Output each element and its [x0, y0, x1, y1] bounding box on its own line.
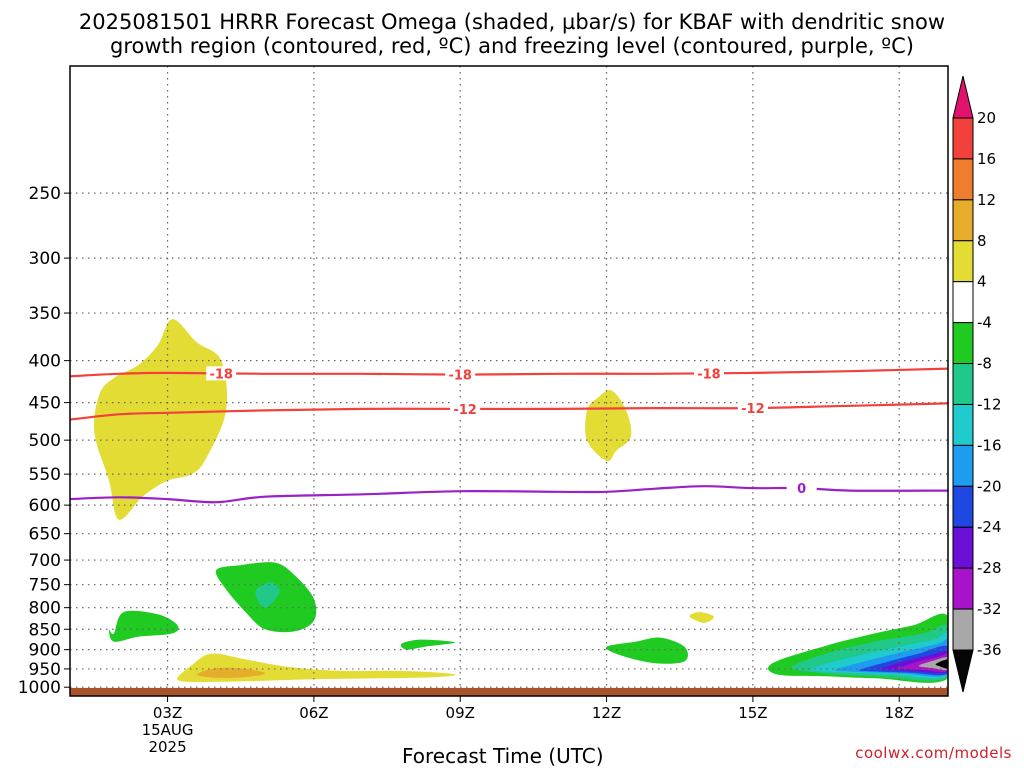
colorbar-band-12: [952, 567, 974, 610]
contour-label-bg-1-1: [737, 401, 768, 416]
colorbar-band-5: [952, 281, 974, 324]
colorbar-label-11: -28: [977, 559, 1002, 577]
contour-label-bg-0-1: [445, 367, 476, 382]
colorbar-label-5: -4: [977, 314, 992, 332]
contour-label-2-0: 0: [797, 482, 806, 497]
y-tick-label-800: 800: [29, 599, 61, 619]
x-tick-label-6: 06Z: [299, 704, 328, 722]
y-tick-label-900: 900: [29, 641, 61, 661]
y-tick-label-850: 850: [29, 620, 61, 640]
omega-region-8: [606, 637, 688, 664]
y-tick-label-550: 550: [29, 465, 61, 485]
colorbar-band-11: [952, 526, 974, 569]
axis-layer: 2503003504004505005506006507007508008509…: [18, 184, 914, 756]
y-tick-label-450: 450: [29, 394, 61, 414]
colorbar-label-8: -16: [977, 436, 1002, 454]
colorbar-label-10: -24: [977, 518, 1002, 536]
y-tick-label-700: 700: [29, 551, 61, 571]
colorbar-band-2: [952, 158, 974, 201]
y-tick-label-250: 250: [29, 184, 61, 204]
y-tick-label-950: 950: [29, 660, 61, 680]
omega-region-0: [93, 319, 228, 520]
y-tick-label-1000: 1000: [18, 678, 61, 698]
contour-label-0-0: -18: [209, 367, 233, 382]
x-tick-date: 15AUG: [142, 721, 194, 739]
colorbar-band-9: [952, 444, 974, 487]
colorbar-label-2: 12: [977, 191, 996, 209]
colorbar-band-13: [952, 608, 974, 651]
colorbar-top-arrow: [952, 75, 974, 119]
colorbar-label-4: 4: [977, 273, 987, 291]
colorbar-label-12: -32: [977, 600, 1002, 618]
y-tick-label-750: 750: [29, 576, 61, 596]
omega-region-7: [400, 639, 456, 650]
chart-title-line2: growth region (contoured, red, ºC) and f…: [110, 34, 914, 58]
x-tick-label-18: 18Z: [885, 704, 914, 722]
contour-label-bg-0-0: [206, 366, 237, 381]
x-axis-label: Forecast Time (UTC): [402, 744, 604, 768]
omega-region-4: [196, 667, 266, 678]
colorbar-band-8: [952, 403, 974, 446]
x-tick-label-3: 03Z: [153, 704, 182, 722]
plot-frame: [69, 65, 949, 697]
terrain-layer: [70, 687, 948, 696]
omega-region-17: [918, 657, 948, 671]
colorbar-band-7: [952, 363, 974, 405]
colorbar-band-6: [952, 322, 974, 365]
contour-label-bg-0-2: [693, 366, 724, 381]
contour-label-0-2: -18: [697, 367, 721, 382]
colorbar-band-10: [952, 485, 974, 528]
terrain-ground: [70, 687, 948, 696]
colorbar: 20 16 12 8 4 -4 -8 -12 -16 -20 -24 -28 -32 -36: [952, 75, 1002, 693]
omega-region-10: [255, 582, 280, 608]
contour-label-bg-2-0: [786, 481, 817, 496]
x-tick-year: 2025: [148, 738, 186, 756]
chart-title-line1: 2025081501 HRRR Forecast Omega (shaded, …: [78, 10, 946, 34]
colorbar-band-4: [952, 240, 974, 283]
x-tick-label-15: 15Z: [738, 704, 767, 722]
y-tick-label-500: 500: [29, 431, 61, 451]
omega-region-1: [585, 390, 632, 462]
y-tick-label-400: 400: [29, 352, 61, 372]
colorbar-label-7: -12: [977, 395, 1002, 413]
contour-label-1-0: -12: [453, 403, 477, 418]
contour-label-0-1: -18: [448, 369, 472, 384]
colorbar-label-6: -8: [977, 355, 992, 373]
shaded-omega-layer: [93, 319, 948, 683]
colorbar-band-1: [952, 117, 974, 160]
x-tick-label-9: 09Z: [446, 704, 475, 722]
grid-layer: [70, 66, 948, 696]
y-tick-label-650: 650: [29, 525, 61, 545]
omega-region-5: [109, 610, 179, 642]
colorbar-label-9: -20: [977, 477, 1002, 495]
colorbar-label-1: 16: [977, 150, 996, 168]
colorbar-label-0: 20: [977, 109, 996, 127]
omega-region-18: [935, 659, 948, 669]
colorbar-label-13: -36: [977, 641, 1002, 659]
omega-region-2: [689, 612, 714, 623]
colorbar-label-3: 8: [977, 232, 987, 250]
colorbar-band-3: [952, 199, 974, 242]
contour-label-bg-1-0: [450, 401, 481, 416]
colorbar-bottom-arrow: [952, 649, 974, 693]
contour-layer: -18 -18 -18 -12 -12 0: [70, 366, 948, 504]
contour-label-1-1: -12: [741, 402, 765, 417]
y-tick-label-600: 600: [29, 496, 61, 516]
credit-link[interactable]: coolwx.com/models: [855, 744, 1012, 762]
y-tick-label-300: 300: [29, 249, 61, 269]
y-tick-label-350: 350: [29, 304, 61, 324]
x-tick-label-12: 12Z: [592, 704, 621, 722]
